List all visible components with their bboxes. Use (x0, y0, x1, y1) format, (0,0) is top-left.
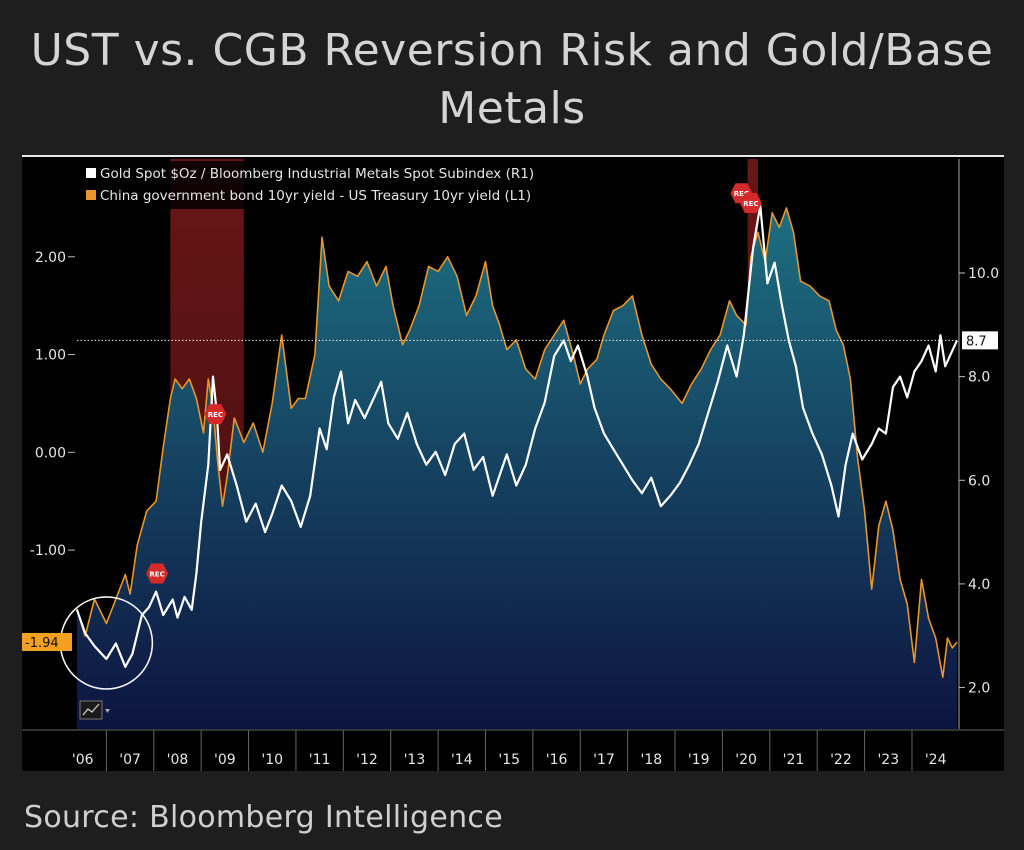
rec-marker-label: REC (743, 200, 758, 208)
chevron-down-icon[interactable] (105, 709, 110, 713)
x-tick-label: '10 (261, 752, 283, 768)
rec-marker-1: REC (146, 563, 169, 584)
x-tick-label: '14 (451, 752, 473, 768)
chart-svg: REC REC REC REC '06 '07 '08 '09 '10 '11 '12 '13 '14… (22, 159, 1004, 771)
chart-frame: REC REC REC REC '06 '07 '08 '09 '10 '11 '12 '13 '14… (22, 155, 1004, 771)
axes: '06 '07 '08 '09 '10 '11 '12 '13 '14 '15 '16 '17 '18 '… (22, 159, 1004, 771)
y-right-tick-label: 2.0 (968, 681, 990, 697)
x-tick-label: '20 (735, 752, 757, 768)
rec-marker-label: REC (734, 190, 749, 198)
ratio-line (75, 204, 959, 668)
x-tick-label: '12 (356, 752, 378, 768)
x-tick-label: '08 (167, 752, 189, 768)
rec-marker-shape (739, 192, 762, 213)
y-right-tick-label: 4.0 (968, 577, 990, 593)
page-title: UST vs. CGB Reversion Risk and Gold/Base… (30, 25, 994, 134)
x-tick-label: '17 (593, 752, 615, 768)
x-tick-label: '11 (309, 752, 331, 768)
legend: Gold Spot $Oz / Bloomberg Industrial Met… (82, 161, 622, 209)
legend-swatch (86, 190, 96, 200)
x-tick-label: '23 (877, 752, 899, 768)
last-value-right-label: 8.7 (966, 334, 987, 349)
x-tick-label: '19 (688, 752, 710, 768)
last-value-tag-left: -1.94 (22, 632, 72, 651)
y-right-tick-label: 8.0 (968, 370, 990, 386)
legend-label: Gold Spot $Oz / Bloomberg Industrial Met… (100, 166, 534, 182)
chart-type-icon-glyph (82, 703, 100, 716)
y-right-tick-label: 10.0 (968, 266, 999, 282)
x-tick-label: '16 (546, 752, 568, 768)
legend-label: China government bond 10yr yield - US Tr… (100, 188, 531, 204)
rec-marker-label: REC (149, 571, 164, 579)
x-tick-label: '09 (214, 752, 236, 768)
rec-marker-2: REC (204, 404, 227, 425)
legend-box (82, 161, 622, 209)
legend-item-1: Gold Spot $Oz / Bloomberg Industrial Met… (86, 166, 534, 182)
x-tick-label: '07 (119, 752, 141, 768)
rec-marker-shape (204, 404, 227, 425)
spread-area-fill (77, 207, 957, 729)
y-left-tick-label: 1.00 (35, 348, 66, 364)
x-tick-label: '13 (404, 752, 426, 768)
rec-marker-shape (146, 563, 169, 584)
chart-type-icon[interactable] (79, 700, 110, 720)
x-tick-label: '21 (783, 752, 805, 768)
chart-tool (79, 700, 110, 720)
last-value-left-label: -1.94 (25, 636, 59, 651)
x-tick-label: '22 (830, 752, 852, 768)
last-value-tag-bg (22, 632, 72, 651)
x-tick-label: '06 (72, 752, 94, 768)
y-right-tick-label: 6.0 (968, 473, 990, 489)
legend-item-2: China government bond 10yr yield - US Tr… (86, 188, 531, 204)
y-left-tick-label: 0.00 (35, 445, 66, 461)
chart-type-icon-box[interactable] (79, 700, 103, 720)
last-value-tag-right: 8.7 (962, 331, 998, 350)
y-left-tick-label: 2.00 (35, 250, 66, 266)
rec-marker-4: REC (739, 192, 762, 213)
rec-marker-label: REC (208, 411, 223, 419)
x-tick-label: '24 (925, 752, 947, 768)
source-note: Source: Bloomberg Intelligence (24, 800, 503, 835)
y-left-tick-label: -1.00 (30, 543, 66, 559)
rec-markers: REC REC REC REC (146, 183, 762, 584)
ratio-series-line (75, 204, 959, 668)
x-tick-label: '15 (498, 752, 520, 768)
last-value-tag-bg (962, 331, 998, 350)
x-tick-label: '18 (641, 752, 663, 768)
legend-swatch (86, 168, 96, 178)
